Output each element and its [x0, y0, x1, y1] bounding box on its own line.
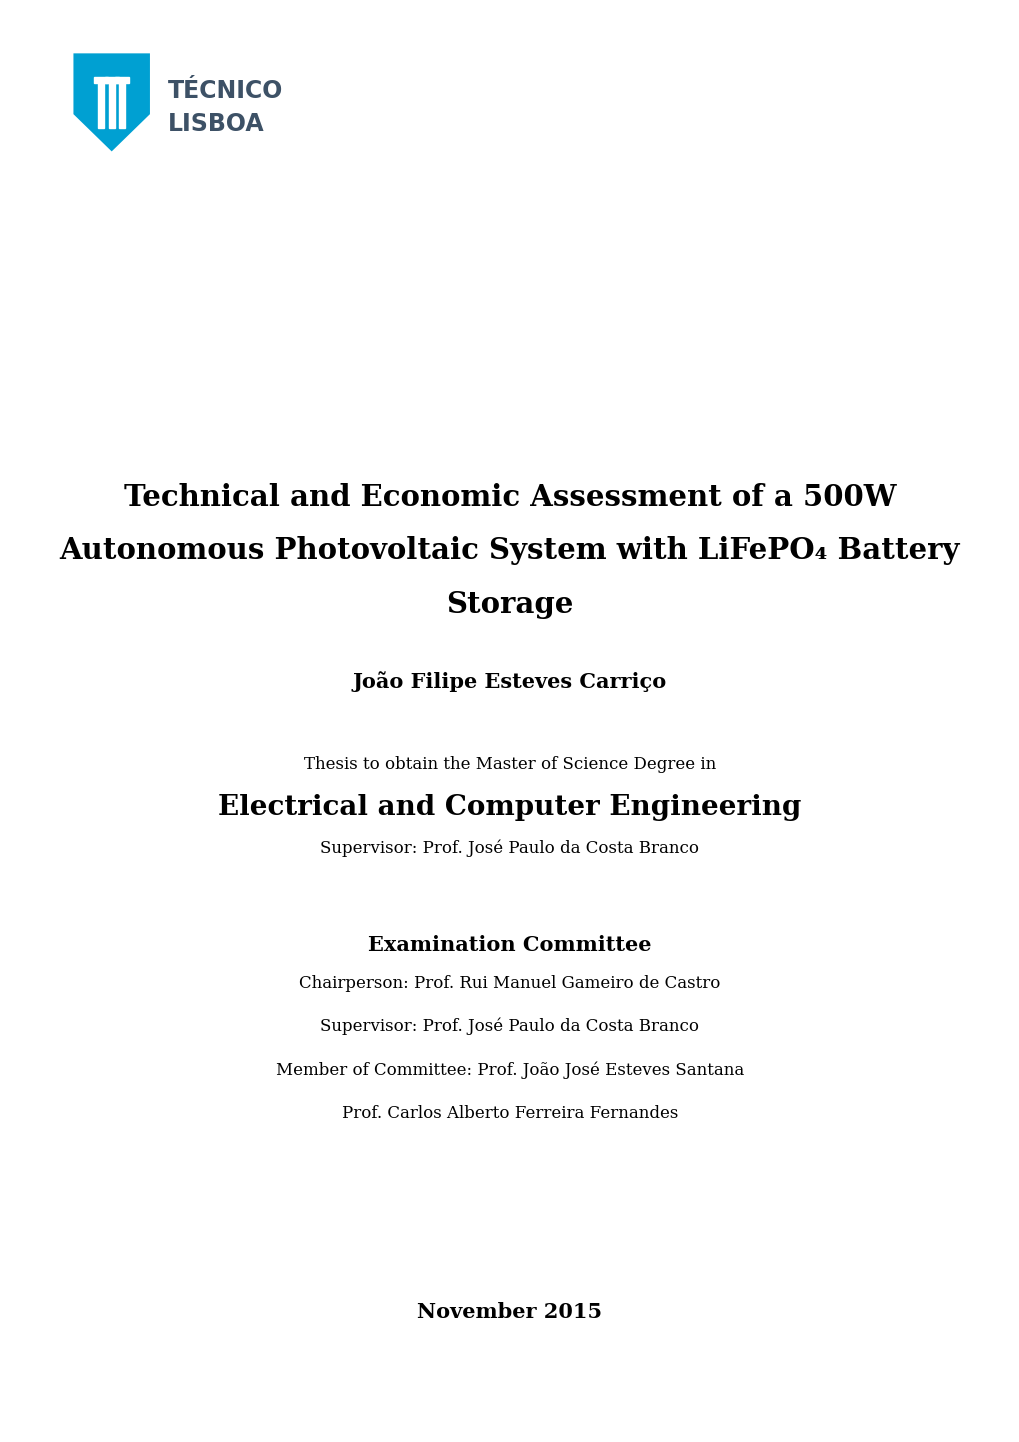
Text: Storage: Storage — [446, 590, 573, 619]
Text: November 2015: November 2015 — [417, 1302, 602, 1322]
Text: LISBOA: LISBOA — [168, 112, 265, 136]
Bar — [119, 82, 125, 128]
Text: Supervisor: Prof. José Paulo da Costa Branco: Supervisor: Prof. José Paulo da Costa Br… — [320, 839, 699, 857]
Bar — [115, 78, 129, 82]
Text: Member of Committee: Prof. João José Esteves Santana: Member of Committee: Prof. João José Est… — [275, 1061, 744, 1079]
Text: Examination Committee: Examination Committee — [368, 934, 651, 955]
Text: Autonomous Photovoltaic System with LiFePO₄ Battery: Autonomous Photovoltaic System with LiFe… — [60, 536, 959, 565]
Text: TÉCNICO: TÉCNICO — [168, 79, 283, 102]
Text: Supervisor: Prof. José Paulo da Costa Branco: Supervisor: Prof. José Paulo da Costa Br… — [320, 1018, 699, 1035]
Text: Thesis to obtain the Master of Science Degree in: Thesis to obtain the Master of Science D… — [304, 756, 715, 773]
Bar — [98, 82, 104, 128]
Text: Chairperson: Prof. Rui Manuel Gameiro de Castro: Chairperson: Prof. Rui Manuel Gameiro de… — [299, 975, 720, 992]
Bar — [109, 82, 114, 128]
Text: João Filipe Esteves Carriço: João Filipe Esteves Carriço — [353, 672, 666, 692]
Text: Electrical and Computer Engineering: Electrical and Computer Engineering — [218, 795, 801, 820]
Bar — [94, 78, 108, 82]
Text: Prof. Carlos Alberto Ferreira Fernandes: Prof. Carlos Alberto Ferreira Fernandes — [341, 1105, 678, 1122]
Polygon shape — [73, 53, 150, 151]
Text: Technical and Economic Assessment of a 500W: Technical and Economic Assessment of a 5… — [123, 483, 896, 512]
Bar — [105, 78, 118, 82]
